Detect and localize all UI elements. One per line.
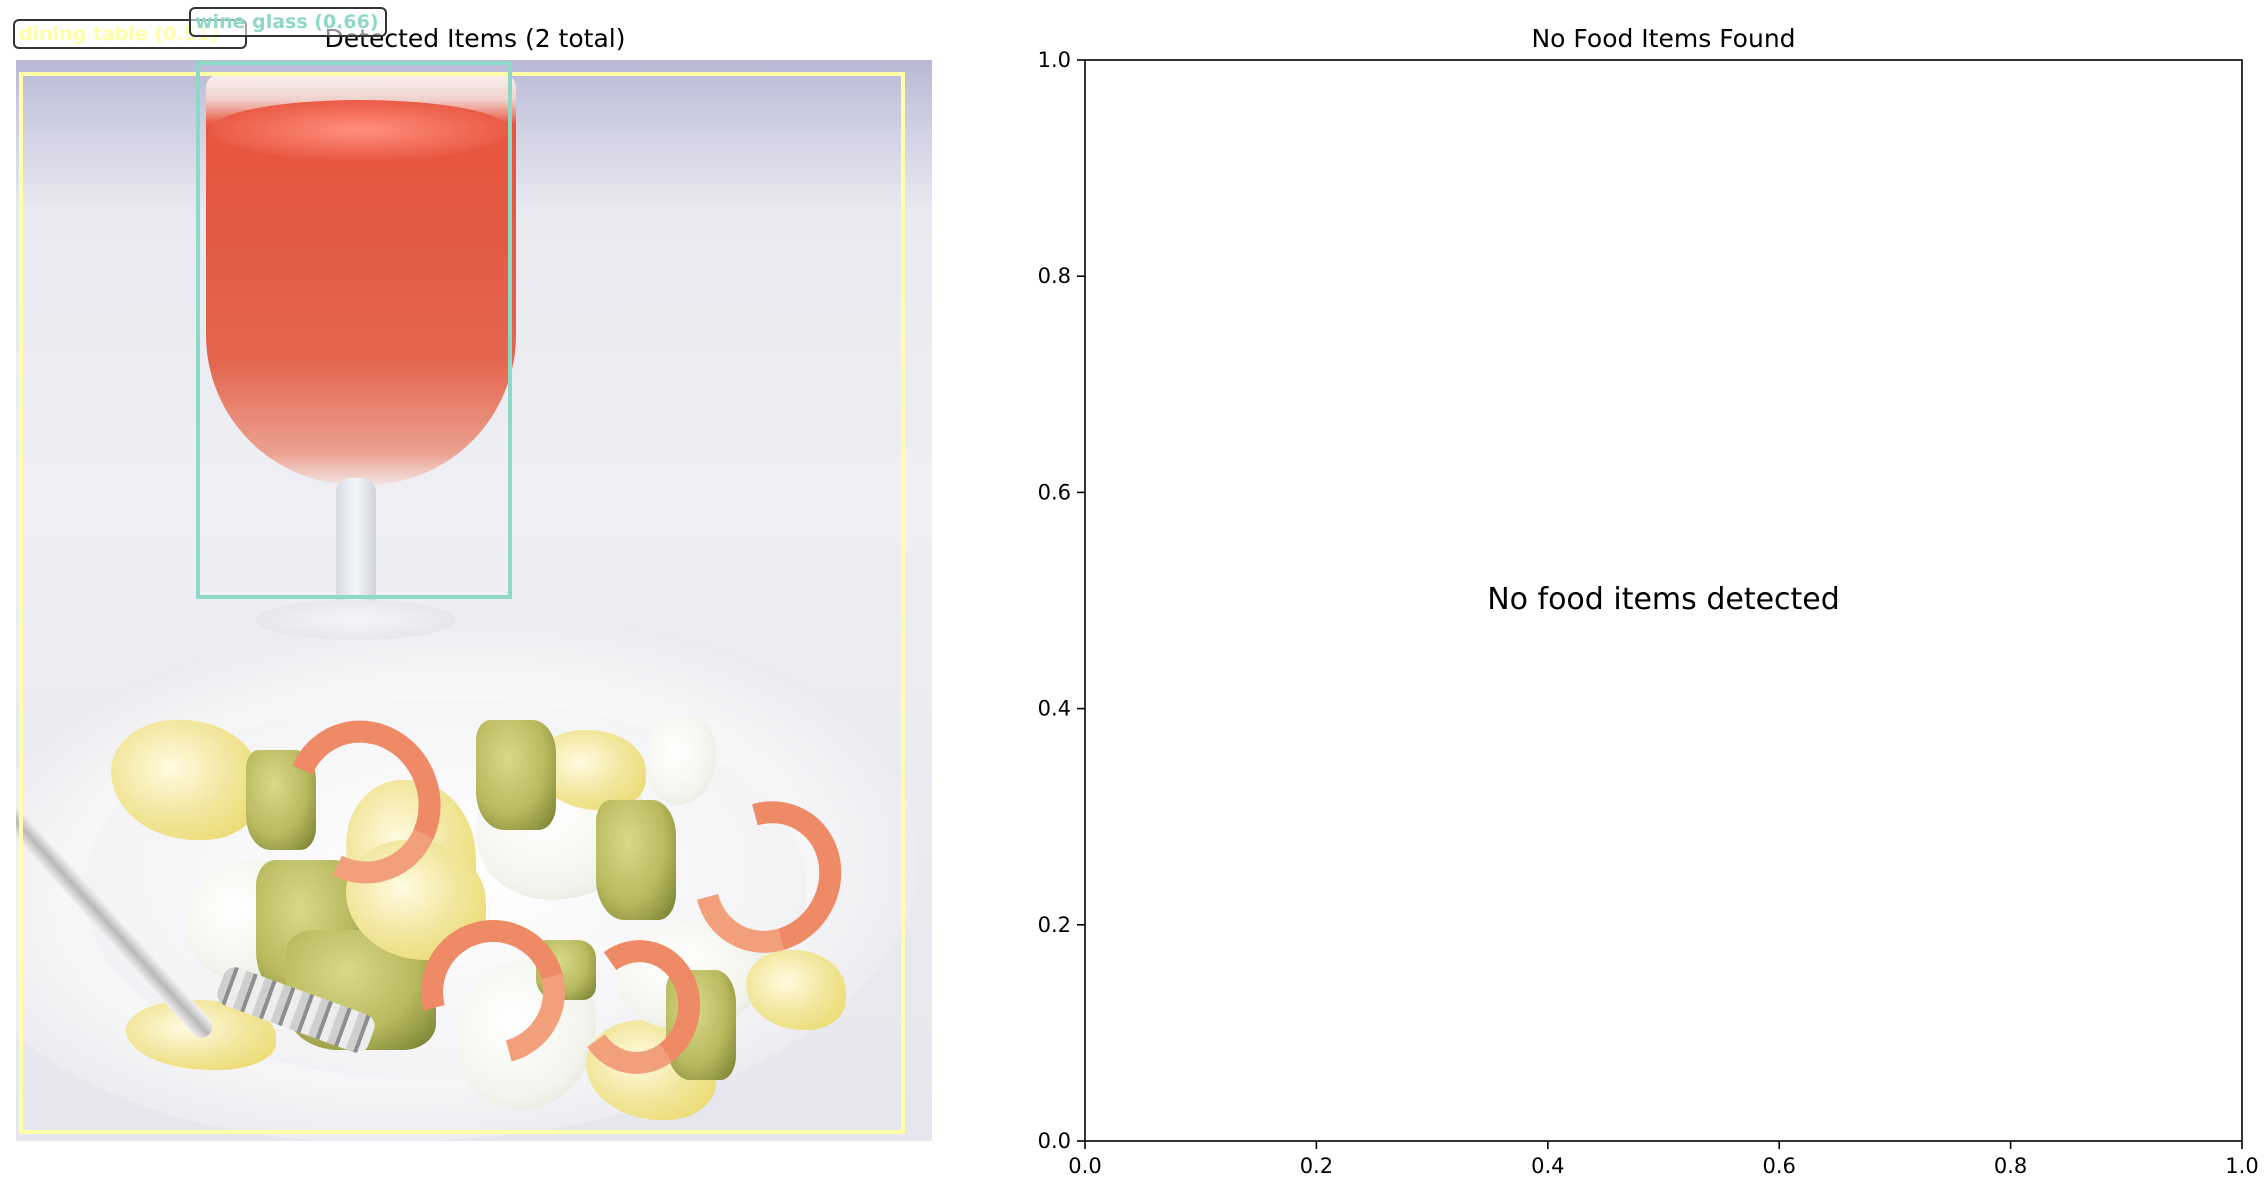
detection-photo: [16, 60, 932, 1141]
x-tick-label: 0.2: [1300, 1154, 1333, 1178]
avocado-chunk: [476, 720, 556, 830]
x-axis: 0.0 0.2 0.4 0.6 0.8 1.0: [1068, 1141, 2259, 1178]
wine-glass-foot: [256, 600, 456, 640]
y-tick-label: 0.0: [1038, 1129, 1071, 1153]
avocado-chunk: [536, 940, 596, 1000]
endive-leaf: [746, 950, 846, 1030]
y-tick-label: 0.4: [1038, 697, 1071, 721]
detection-label-wine-glass: wine glass (0.66): [189, 7, 387, 37]
y-tick-label: 0.6: [1038, 480, 1071, 504]
x-tick-label: 0.0: [1068, 1154, 1101, 1178]
endive-leaf: [111, 720, 261, 840]
detection-box-wine-glass: [196, 61, 512, 599]
x-tick-label: 1.0: [2225, 1154, 2258, 1178]
endive-leaf: [646, 715, 716, 805]
y-tick-label: 0.8: [1038, 264, 1071, 288]
endive-leaf: [346, 840, 486, 960]
no-data-annotation: No food items detected: [1487, 582, 1840, 617]
x-tick-label: 0.4: [1531, 1154, 1564, 1178]
avocado-chunk: [246, 750, 316, 850]
x-tick-label: 0.6: [1762, 1154, 1795, 1178]
x-tick-label: 0.8: [1994, 1154, 2027, 1178]
wine-glass-stem: [336, 478, 376, 618]
wine-glass-rim: [210, 100, 510, 160]
y-tick-label: 0.2: [1038, 913, 1071, 937]
detection-box-dining-table: [19, 72, 905, 1134]
y-tick-label: 1.0: [1038, 48, 1071, 72]
y-axis: 0.0 0.2 0.4 0.6 0.8 1.0: [1038, 48, 1085, 1153]
plot-area: [1084, 59, 2243, 1142]
chart-title: No Food Items Found: [1531, 24, 1796, 53]
avocado-chunk: [596, 800, 676, 920]
avocado-chunk: [666, 970, 736, 1080]
